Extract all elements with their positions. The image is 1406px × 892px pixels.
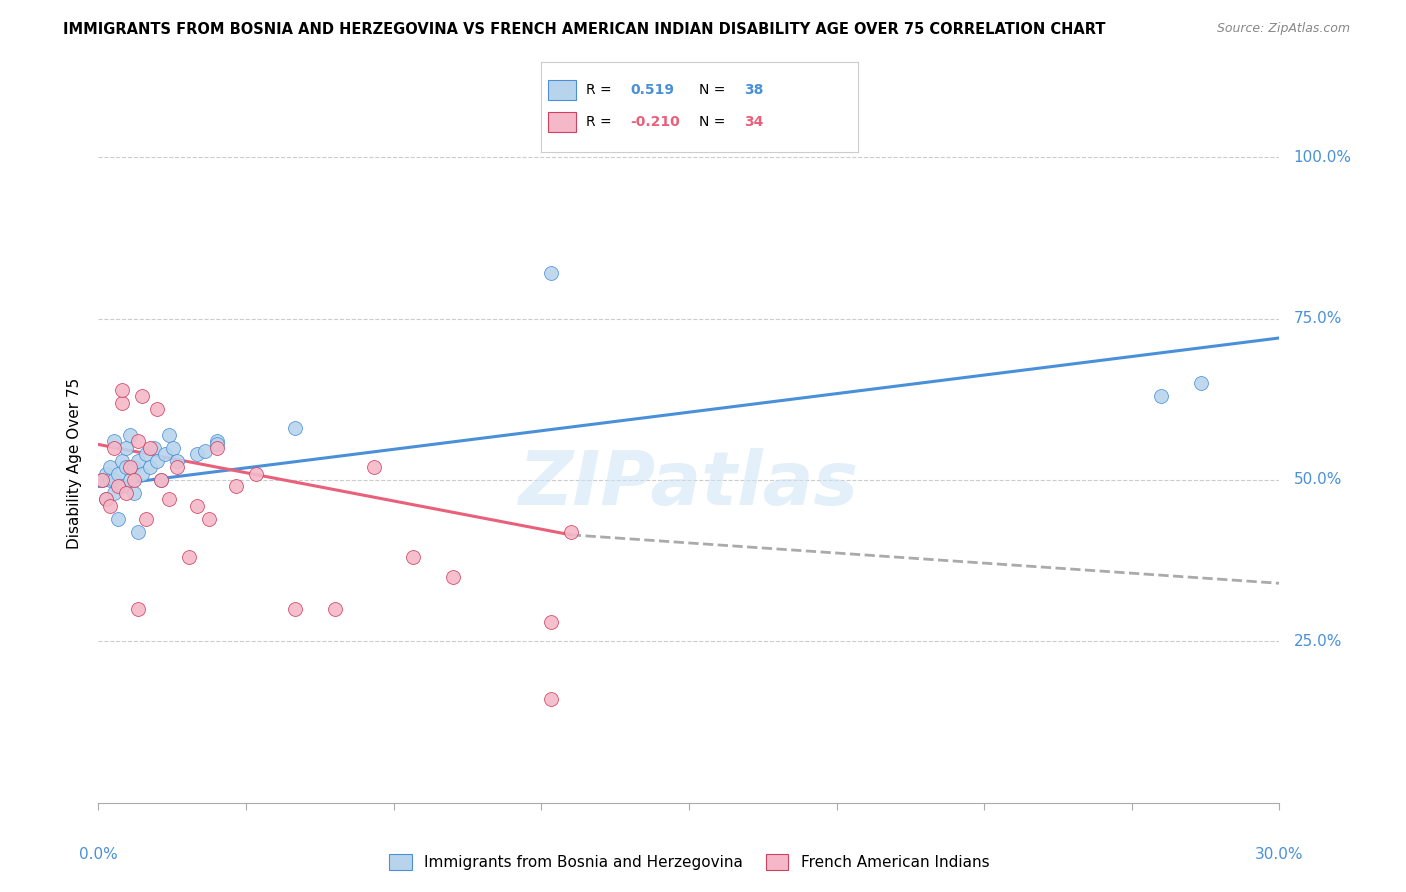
Text: 0.519: 0.519 bbox=[630, 83, 673, 97]
Point bbox=[1189, 376, 1212, 391]
Point bbox=[127, 434, 149, 449]
Point bbox=[1150, 389, 1173, 403]
Point bbox=[323, 602, 346, 616]
Point bbox=[122, 460, 145, 475]
Point bbox=[177, 550, 200, 565]
Point bbox=[146, 453, 169, 467]
Point bbox=[402, 550, 425, 565]
Point bbox=[131, 467, 153, 481]
Point bbox=[245, 467, 267, 481]
Point bbox=[142, 441, 165, 455]
Point bbox=[115, 441, 138, 455]
Point bbox=[98, 460, 121, 475]
Point bbox=[96, 492, 118, 507]
Point bbox=[157, 492, 180, 507]
Point bbox=[118, 460, 141, 475]
Point bbox=[122, 486, 145, 500]
Text: 34: 34 bbox=[744, 114, 763, 128]
Point bbox=[166, 453, 188, 467]
Point bbox=[155, 447, 177, 461]
Text: 38: 38 bbox=[744, 83, 763, 97]
Text: N =: N = bbox=[700, 83, 730, 97]
Point bbox=[111, 453, 134, 467]
Point bbox=[107, 467, 129, 481]
Text: 30.0%: 30.0% bbox=[1256, 847, 1303, 862]
Point bbox=[96, 467, 118, 481]
Point bbox=[103, 473, 125, 487]
Point bbox=[98, 473, 121, 487]
Point bbox=[103, 434, 125, 449]
Point bbox=[135, 447, 157, 461]
Point bbox=[103, 441, 125, 455]
Point bbox=[205, 437, 228, 451]
Text: -0.210: -0.210 bbox=[630, 114, 679, 128]
Bar bbox=[548, 112, 576, 132]
Legend: Immigrants from Bosnia and Herzegovina, French American Indians: Immigrants from Bosnia and Herzegovina, … bbox=[382, 848, 995, 877]
Point bbox=[225, 479, 247, 493]
Point bbox=[111, 479, 134, 493]
Point bbox=[540, 266, 562, 280]
Text: IMMIGRANTS FROM BOSNIA AND HERZEGOVINA VS FRENCH AMERICAN INDIAN DISABILITY AGE : IMMIGRANTS FROM BOSNIA AND HERZEGOVINA V… bbox=[63, 22, 1105, 37]
Point bbox=[363, 460, 385, 475]
Point bbox=[118, 473, 141, 487]
Point bbox=[115, 486, 138, 500]
Point bbox=[205, 434, 228, 449]
Point bbox=[127, 602, 149, 616]
Point bbox=[96, 492, 118, 507]
Point bbox=[186, 499, 208, 513]
Point bbox=[135, 512, 157, 526]
Y-axis label: Disability Age Over 75: Disability Age Over 75 bbox=[67, 378, 83, 549]
Text: R =: R = bbox=[586, 114, 616, 128]
Point bbox=[98, 499, 121, 513]
Point bbox=[146, 401, 169, 416]
Text: R =: R = bbox=[586, 83, 616, 97]
Point bbox=[540, 615, 562, 629]
Point bbox=[91, 473, 114, 487]
Point bbox=[107, 512, 129, 526]
Bar bbox=[548, 80, 576, 101]
Point bbox=[441, 570, 464, 584]
Point bbox=[138, 460, 160, 475]
Point bbox=[107, 479, 129, 493]
Point bbox=[138, 441, 160, 455]
Point bbox=[540, 692, 562, 706]
Text: 50.0%: 50.0% bbox=[1294, 473, 1341, 488]
Point bbox=[127, 453, 149, 467]
Point bbox=[162, 441, 184, 455]
Text: N =: N = bbox=[700, 114, 730, 128]
Point bbox=[197, 512, 219, 526]
Text: Source: ZipAtlas.com: Source: ZipAtlas.com bbox=[1216, 22, 1350, 36]
Point bbox=[205, 441, 228, 455]
Point bbox=[131, 389, 153, 403]
Point bbox=[186, 447, 208, 461]
Text: ZIPatlas: ZIPatlas bbox=[519, 448, 859, 521]
Point bbox=[91, 473, 114, 487]
Point bbox=[284, 602, 307, 616]
Point bbox=[166, 460, 188, 475]
Point bbox=[103, 486, 125, 500]
Point bbox=[127, 524, 149, 539]
Point bbox=[150, 473, 173, 487]
Point bbox=[115, 460, 138, 475]
Point bbox=[150, 473, 173, 487]
Text: 0.0%: 0.0% bbox=[79, 847, 118, 862]
Point bbox=[111, 383, 134, 397]
Text: 100.0%: 100.0% bbox=[1294, 150, 1351, 165]
Text: 75.0%: 75.0% bbox=[1294, 311, 1341, 326]
Text: 25.0%: 25.0% bbox=[1294, 634, 1341, 648]
Point bbox=[157, 427, 180, 442]
Point bbox=[194, 444, 217, 458]
Point bbox=[118, 427, 141, 442]
Point bbox=[284, 421, 307, 435]
Point bbox=[122, 473, 145, 487]
Point bbox=[560, 524, 582, 539]
Point bbox=[111, 395, 134, 409]
